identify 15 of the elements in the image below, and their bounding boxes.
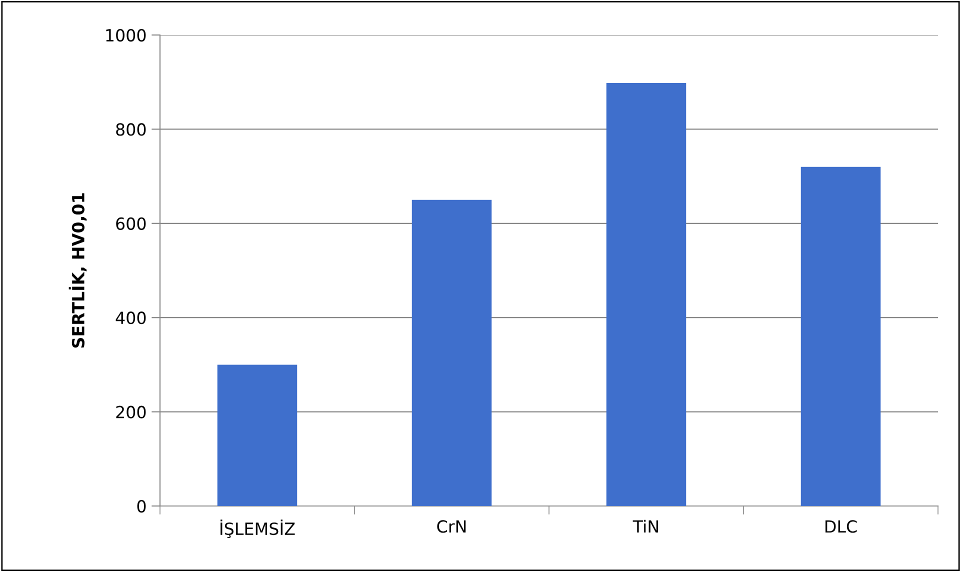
x-tick-label: TiN — [632, 520, 658, 533]
y-tick-label: 0 — [137, 500, 146, 513]
y-tick-label: 800 — [116, 123, 146, 136]
bar — [217, 364, 298, 506]
y-tick-label: 600 — [116, 217, 146, 230]
bar — [606, 83, 686, 506]
x-tick-label: CrN — [437, 520, 466, 533]
y-tick-label: 200 — [116, 406, 146, 418]
x-tick-label: DLC — [826, 520, 857, 533]
x-tick-label: İŞLEMSİZ — [220, 520, 295, 538]
bar — [412, 200, 492, 506]
y-axis-title: SERTLİK, HV0,01 — [68, 193, 87, 348]
y-tick-label: 400 — [116, 312, 146, 324]
y-tick-label: 1000 — [106, 28, 146, 42]
bar — [800, 166, 881, 506]
